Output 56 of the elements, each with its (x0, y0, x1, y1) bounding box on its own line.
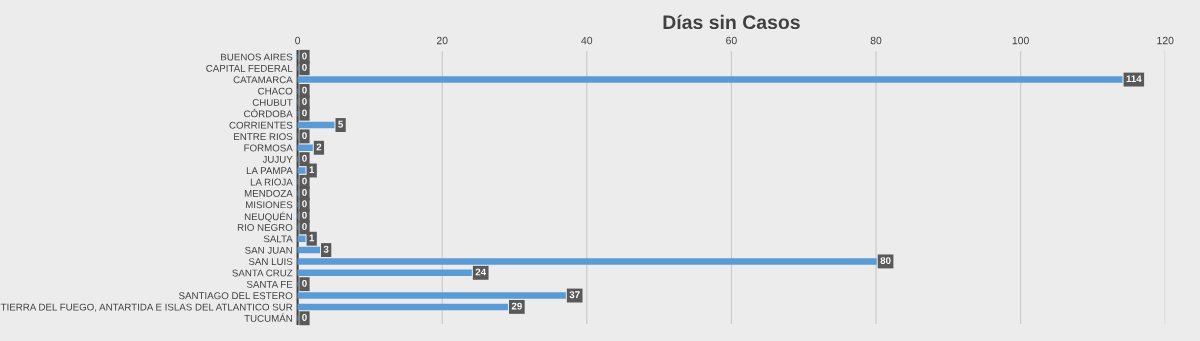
y-tick-label: CHACO (258, 87, 293, 95)
y-tick-label: SANTIAGO DEL ESTERO (179, 292, 293, 300)
y-tick-label: BUENOS AIRES (221, 53, 293, 61)
y-tick-label: LA PAMPA (246, 167, 293, 175)
data-label: 29 (511, 302, 522, 310)
x-tick-label: 120 (1157, 36, 1174, 45)
y-tick-label: CATAMARCA (233, 76, 293, 84)
y-tick-label: NEUQUÉN (244, 211, 292, 222)
data-label: 5 (338, 120, 344, 128)
chart-title: Días sin Casos (663, 14, 800, 30)
y-tick-label: TUCUMÁN (244, 313, 292, 322)
y-tick-label: SAN JUAN (245, 246, 292, 254)
data-label: 114 (1126, 75, 1142, 83)
y-tick-label: SALTA (263, 235, 293, 243)
y-tick-label: JUJUY (262, 155, 293, 163)
data-label: 0 (302, 313, 307, 321)
data-label: 80 (880, 257, 891, 265)
y-tick-label: TIERRA DEL FUEGO, ANTARTIDA E ISLAS DEL ATLANTICO SUR (0, 303, 293, 312)
data-label: 24 (475, 268, 487, 276)
data-label: 0 (302, 177, 307, 185)
data-label: 0 (302, 132, 307, 140)
y-tick-label: ENTRE RIOS (234, 133, 293, 141)
x-tick-label: 40 (581, 36, 593, 45)
x-tick-label: 60 (726, 36, 737, 45)
y-tick-label: LA RIOJA (250, 178, 293, 186)
data-label: 0 (302, 188, 307, 196)
y-tick-label: MENDOZA (244, 189, 293, 197)
data-label: 2 (316, 143, 322, 151)
data-label: 0 (302, 154, 307, 162)
data-label: 3 (323, 245, 329, 253)
data-label: 0 (302, 109, 307, 117)
data-label: 0 (302, 223, 307, 230)
data-label: 0 (302, 52, 307, 60)
y-tick-label: CAPITAL FEDERAL (206, 64, 293, 72)
y-tick-label: FORMOSA (244, 144, 293, 152)
x-tick-label: 80 (870, 36, 882, 45)
y-tick-label: CÓRDOBA (244, 108, 293, 118)
x-tick-label: 20 (436, 36, 448, 45)
y-tick-label: RIO NEGRO (237, 224, 293, 231)
data-label: 37 (569, 291, 580, 299)
y-tick-label: MISIONES (246, 201, 293, 209)
data-label: 0 (302, 279, 307, 287)
y-tick-label: CHUBUT (252, 99, 293, 106)
y-tick-label: SAN LUIS (248, 258, 293, 266)
data-label: 1 (309, 234, 315, 242)
y-tick-label: SANTA FE (246, 280, 293, 288)
data-label: 0 (302, 211, 307, 219)
y-tick-label: SANTA CRUZ (232, 269, 293, 277)
data-label: 0 (302, 86, 307, 94)
data-label: 0 (302, 200, 307, 208)
data-label: 1 (309, 166, 315, 174)
y-tick-label: CORRIENTES (229, 121, 293, 129)
data-label: 0 (302, 98, 307, 105)
data-label: 0 (302, 63, 307, 71)
x-tick-label: 0 (295, 36, 301, 45)
x-tick-label: 100 (1012, 36, 1029, 45)
